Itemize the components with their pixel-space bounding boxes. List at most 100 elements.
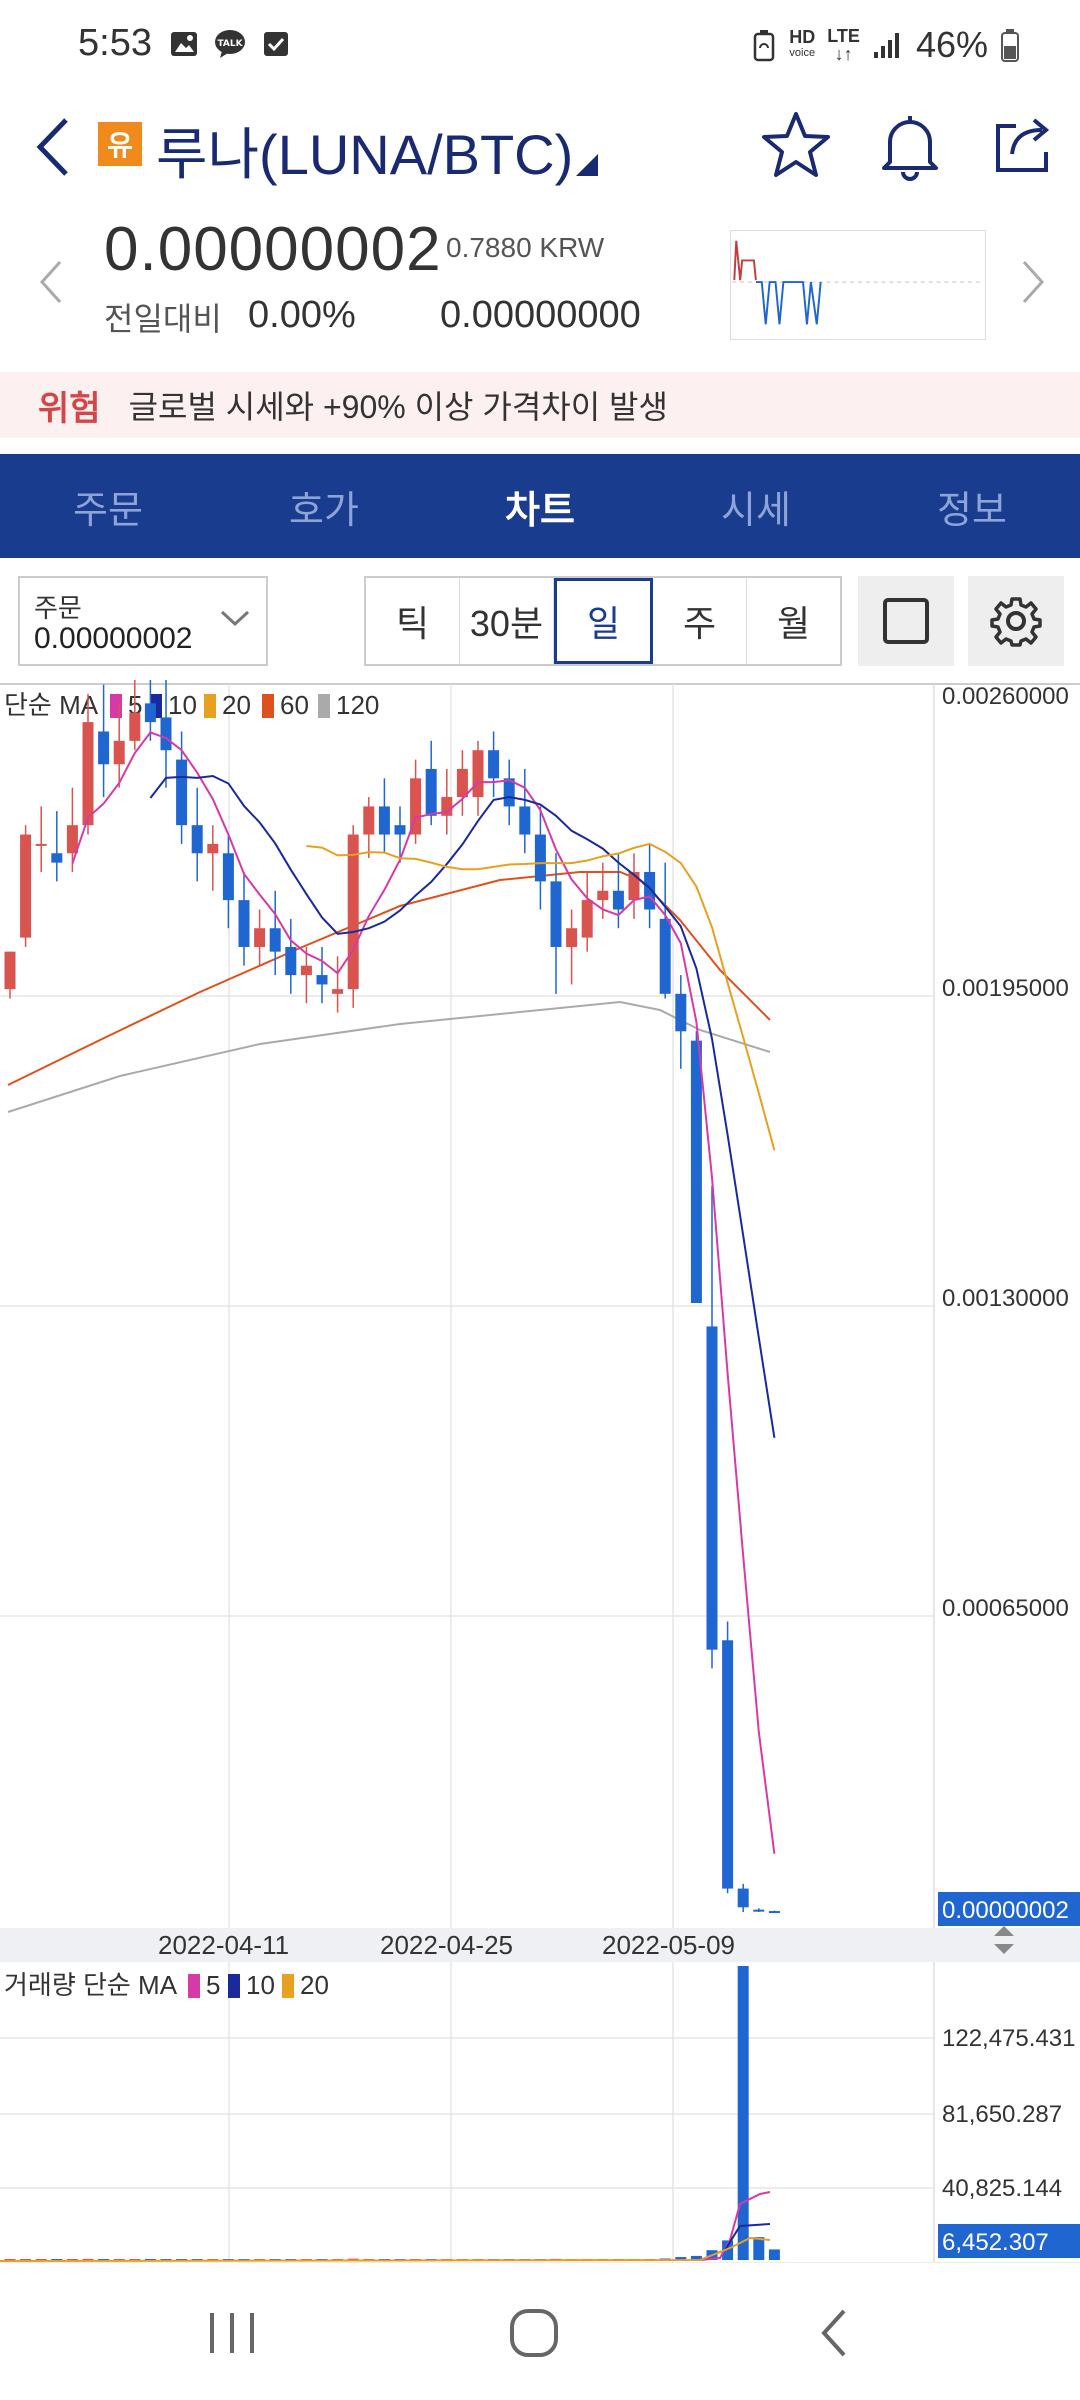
legend-ma60-swatch [262,694,274,718]
price-chart[interactable]: 단순 MA 5 10 20 60 120 0.00260000 0.001950… [0,680,1080,2262]
coin-tabs: 주문 호가 차트 시세 정보 [0,454,1080,558]
volume-bar [316,2259,328,2260]
tab-quotes[interactable]: 시세 [721,489,791,532]
candlestick-series [4,680,780,1914]
chevron-down-icon [220,610,250,627]
volume-tick-label: 81,650.287 [942,2101,1062,2128]
candle [722,1621,734,1894]
candle [35,806,47,873]
tab-order[interactable]: 주문 [73,489,143,532]
prev-coin-chevron-icon[interactable] [32,252,72,312]
candle [519,768,531,854]
candle-body [519,806,531,835]
candle-body [441,797,453,816]
candle [332,956,344,1013]
volume-bar [207,2259,219,2260]
candle-body [628,872,640,901]
volume-bar [66,2259,78,2260]
next-coin-chevron-icon[interactable] [1012,252,1052,312]
volume-bar [113,2259,125,2260]
x-tick-label: 2022-05-09 [602,1930,735,1960]
tab-info[interactable]: 정보 [937,489,1007,532]
x-tick-label: 2022-04-11 [158,1930,289,1960]
candle [191,787,203,882]
ma20-line [306,842,776,1151]
chart-settings-button[interactable] [968,576,1064,666]
home-icon[interactable] [494,2303,574,2363]
favorite-star-icon[interactable] [756,106,836,186]
candle [4,951,16,999]
change-rate: 0.00% [248,294,356,336]
candle [254,909,266,966]
candle [98,684,110,798]
current-price-axis-label: 0.00000002 [942,1897,1069,1924]
coin-title[interactable]: 루나(LUNA/BTC) [156,123,574,186]
volume-bar [98,2259,110,2260]
chart-grid [0,683,1080,2262]
candle-body [4,951,16,990]
candle-body [347,834,359,990]
candle [51,811,63,882]
volume-tick-label: 40,825.144 [942,2175,1062,2202]
order-price-select[interactable]: 주문 0.00000002 [18,576,268,666]
candle-body [332,989,344,994]
caution-badge: 유 [98,122,142,166]
fullscreen-button[interactable] [858,576,954,666]
alarm-bell-icon[interactable] [870,106,950,186]
candle [300,946,312,1004]
volume-ma20-line [0,2236,771,2262]
legend-ma120: 120 [336,690,379,720]
candle [394,806,406,863]
candle-body [675,993,687,1032]
candle [378,778,390,854]
back-nav-icon[interactable] [796,2303,876,2363]
candle [456,750,468,816]
change-label: 전일대비 [104,301,222,337]
candle [659,862,671,999]
volume-axis: 122,475.431 81,650.287 40,825.144 6,452.… [938,2025,1080,2258]
candle-body [269,928,281,952]
interval-month[interactable]: 월 [776,603,811,644]
interval-week[interactable]: 주 [653,578,747,664]
candle-body [768,1911,780,1914]
volume-bar [675,2257,687,2260]
tab-orderbook[interactable]: 호가 [289,489,359,532]
candle [566,909,578,985]
signal-icon [873,33,899,58]
volume-bar [737,1966,749,2260]
legend-ma20: 20 [222,690,251,720]
interval-30min[interactable]: 30분 [460,578,554,664]
volume-bar [285,2259,297,2260]
share-icon[interactable] [984,106,1064,186]
chart-canvas[interactable]: 단순 MA 5 10 20 60 120 0.00260000 0.001950… [0,680,1080,2262]
candle-body [753,1909,765,1912]
y-tick-label: 0.00130000 [942,1285,1069,1312]
current-price-marker [938,1892,1080,1926]
vol-legend-ma5-swatch [188,1974,200,1998]
candle [550,853,562,994]
volume-bar [332,2259,344,2260]
candle-body [300,965,312,976]
volume-bar [222,2259,234,2260]
interval-tick[interactable]: 틱 [366,578,460,664]
recent-apps-icon[interactable] [192,2303,272,2363]
candle [238,872,250,966]
coin-header: 유 루나(LUNA/BTC) [0,92,1080,202]
pane-resize-handle-icon[interactable] [994,1926,1014,1954]
volume-bar [254,2259,266,2260]
battery-icon [1001,29,1019,62]
lte-label: LTE [827,26,860,46]
dropdown-caret-icon[interactable] [576,154,598,176]
volume-tick-label: 122,475.431 [942,2025,1075,2052]
ma120-line [7,1000,771,1113]
interval-day[interactable]: 일 [554,578,653,664]
current-price: 0.00000002 [104,215,442,284]
status-bar: 5:53 TALK HD voice LTE ↓↑ 46% [0,0,1080,92]
current-volume-label: 6,452.307 [942,2229,1049,2256]
candle [675,975,687,1069]
back-icon[interactable] [30,112,80,182]
lte-icon: LTE ↓↑ [827,26,860,64]
volume-series [4,1966,780,2260]
risk-tag: 위험 [38,389,101,428]
tab-chart[interactable]: 차트 [505,489,575,532]
